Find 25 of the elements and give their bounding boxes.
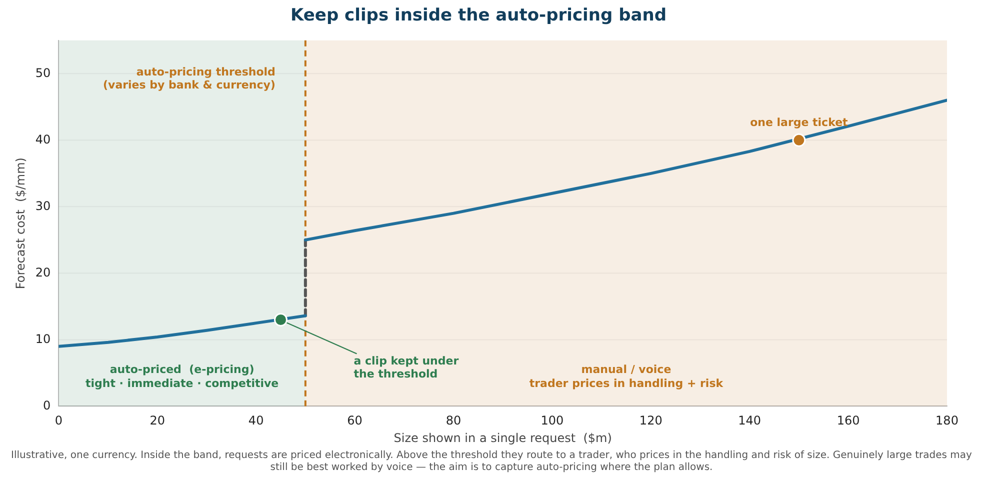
x-tick-label: 160 — [836, 414, 860, 428]
y-axis-title: Forecast cost ($/mm) — [13, 158, 28, 290]
ref-line-label: auto-pricing threshold (varies by bank & currency) — [102, 65, 276, 92]
x-axis-title: Size shown in a single request ($m) — [394, 430, 612, 445]
x-tick-label: 20 — [150, 414, 166, 428]
x-tick-label: 120 — [639, 414, 662, 428]
x-tick-label: 180 — [936, 414, 958, 428]
x-tick-label: 0 — [54, 414, 62, 428]
text: Illustrative, one currency. Inside the band, requests are priced electronically. Above the threshold they route to a trader, who prices in the handling and risk of size. Genuinely large trades may still be best worked by voice — the aim is to capture auto-pricing where the plan allows. — [10, 450, 973, 474]
band-label: auto-priced (e-pricing) tight · immediate · competitive — [85, 363, 279, 390]
y-tick-label: 30 — [35, 198, 51, 213]
band-label: manual / voice trader prices in handling + risk — [529, 363, 724, 390]
x-tick-label: 60 — [347, 414, 362, 428]
annotation: one large ticket — [750, 116, 848, 130]
y-tick-label: 20 — [35, 265, 51, 280]
chart-title: Keep clips inside the auto-pricing band — [290, 6, 666, 26]
y-tick-label: 50 — [35, 66, 51, 80]
x-tick-label: 80 — [446, 414, 462, 428]
x-tick-label: 100 — [540, 414, 564, 428]
y-tick-label: 10 — [35, 332, 51, 346]
x-tick-label: 40 — [248, 414, 264, 428]
y-tick-label: 40 — [35, 132, 51, 146]
annotation: a clip kept under the threshold — [354, 354, 460, 381]
y-tick-label: 0 — [43, 398, 51, 412]
x-tick-label: 140 — [738, 414, 762, 428]
